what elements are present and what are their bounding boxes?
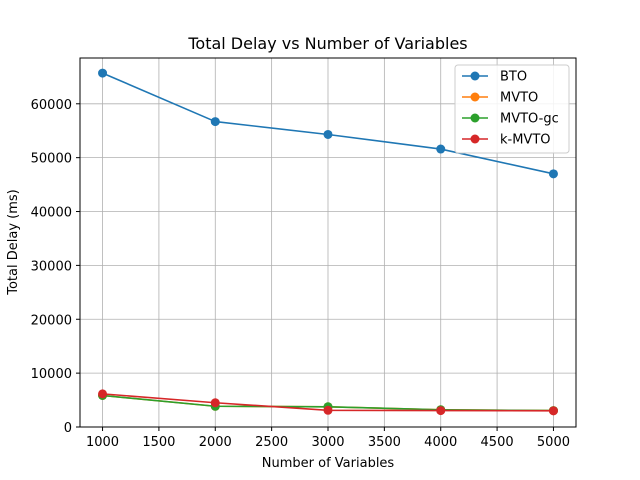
y-axis-label: Total Delay (ms) bbox=[6, 189, 21, 296]
y-tick-label: 10000 bbox=[31, 367, 72, 382]
data-point-bto bbox=[323, 129, 333, 139]
legend-item-k-mvto: k-MVTO bbox=[462, 133, 551, 148]
y-tick-label: 60000 bbox=[31, 98, 72, 113]
legend-marker-mvto-gc bbox=[470, 113, 480, 123]
data-point-bto bbox=[436, 144, 446, 154]
data-point-k-mvto bbox=[436, 406, 446, 416]
chart-title: Total Delay vs Number of Variables bbox=[187, 34, 467, 53]
legend-item-mvto-gc: MVTO-gc bbox=[462, 112, 559, 127]
x-axis-label: Number of Variables bbox=[262, 456, 395, 471]
y-tick-label: 20000 bbox=[31, 313, 72, 328]
legend-label-mvto-gc: MVTO-gc bbox=[500, 112, 559, 127]
data-point-k-mvto bbox=[98, 389, 108, 399]
x-tick-label: 3000 bbox=[311, 435, 344, 450]
data-point-bto bbox=[210, 117, 220, 127]
series-bto bbox=[98, 68, 558, 179]
legend-marker-mvto bbox=[470, 92, 480, 102]
x-tick-label: 1000 bbox=[86, 435, 119, 450]
data-point-bto bbox=[98, 68, 108, 78]
legend-item-mvto: MVTO bbox=[462, 91, 538, 106]
legend-marker-k-mvto bbox=[470, 134, 480, 144]
x-tick-label: 5000 bbox=[537, 435, 570, 450]
legend-box bbox=[454, 64, 570, 154]
x-tick-label: 2500 bbox=[255, 435, 288, 450]
legend-label-mvto: MVTO bbox=[500, 91, 538, 106]
series-k-mvto bbox=[98, 389, 558, 416]
data-point-k-mvto bbox=[548, 406, 558, 416]
x-tick-label: 2000 bbox=[199, 435, 232, 450]
x-tick-label: 1500 bbox=[142, 435, 175, 450]
y-tick-label: 50000 bbox=[31, 152, 72, 167]
legend-marker-bto bbox=[470, 71, 480, 81]
x-tick-label: 4500 bbox=[481, 435, 514, 450]
data-point-k-mvto bbox=[210, 398, 220, 408]
legend: BTO MVTO MVTO-gc k-MVTO bbox=[454, 64, 570, 154]
data-point-k-mvto bbox=[323, 405, 333, 415]
legend-items: BTO MVTO MVTO-gc k-MVTO bbox=[462, 70, 559, 148]
legend-item-bto: BTO bbox=[462, 70, 527, 85]
y-tick-label: 30000 bbox=[31, 259, 72, 274]
x-tick-label: 4000 bbox=[424, 435, 457, 450]
legend-label-k-mvto: k-MVTO bbox=[500, 133, 551, 148]
legend-label-bto: BTO bbox=[500, 70, 527, 85]
series-layer bbox=[98, 68, 558, 416]
y-tick-label: 0 bbox=[64, 421, 72, 436]
y-tick-label: 40000 bbox=[31, 206, 72, 221]
x-tick-label: 3500 bbox=[368, 435, 401, 450]
data-point-bto bbox=[548, 169, 558, 179]
axis-ticks: 1000 1500 2000 2500 3000 3500 4000 4500 50000100… bbox=[31, 98, 570, 450]
